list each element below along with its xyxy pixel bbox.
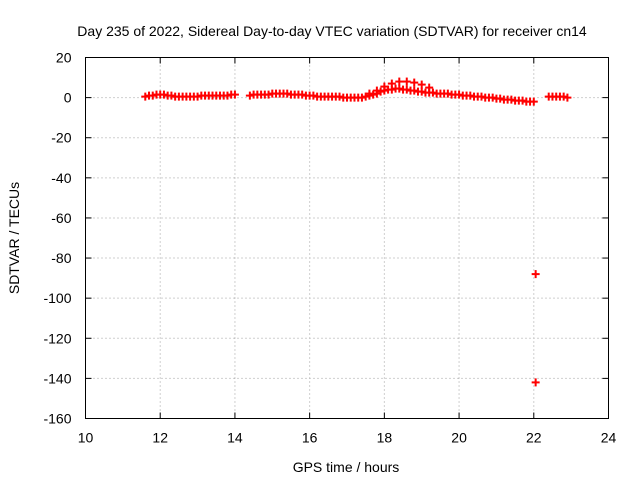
x-tick-label: 22 [526,430,542,446]
data-point [425,83,434,92]
data-point [417,87,426,96]
data-point [167,91,176,100]
y-tick-label: -60 [51,210,71,226]
data-point [417,80,426,89]
x-tick-label: 12 [152,430,168,446]
data-point [518,96,527,105]
data-point [264,90,273,99]
data-point [410,78,419,87]
y-tick-label: -100 [43,290,71,306]
data-point [372,86,381,95]
y-tick-label: -160 [43,411,71,427]
y-tick-label: 20 [56,50,72,66]
data-point [410,86,419,95]
data-point [559,92,568,101]
data-point [455,90,464,99]
data-point [402,77,411,86]
data-point [365,89,374,98]
data-point [141,92,150,101]
data-point [496,94,505,103]
data-point [507,95,516,104]
x-tick-label: 24 [601,430,617,446]
data-point [223,91,232,100]
data-point [395,77,404,86]
y-axis-label: SDTVAR / TECUs [6,182,22,294]
data-point [357,93,366,102]
data-point [531,270,540,279]
data-point [298,90,307,99]
data-point [376,87,385,96]
data-point [488,93,497,102]
x-tick-label: 16 [302,430,318,446]
data-point [283,89,292,98]
data-point [395,84,404,93]
x-tick-label: 20 [451,430,467,446]
data-point [563,93,572,102]
grid [85,57,609,419]
data-point [159,90,168,99]
y-tick-label: 0 [64,90,72,106]
y-tick-label: -20 [51,130,71,146]
data-point [193,92,202,101]
chart-title: Day 235 of 2022, Sidereal Day-to-day VTE… [77,23,587,39]
data-point [380,82,389,91]
data-point [428,88,437,97]
plot-frame [85,57,609,419]
data-point [369,90,378,99]
axis-ticks: 10 12 14 16 18 20 22 24 20 0 -20 -40 -60 -80 -100 -120 -… [43,50,616,446]
x-tick-label: 18 [377,430,393,446]
data-point [335,92,344,101]
x-axis-label: GPS time / hours [293,459,400,475]
data-point [477,92,486,101]
y-tick-label: -80 [51,250,71,266]
data-point [309,91,318,100]
data-point [466,91,475,100]
x-tick-label: 10 [78,430,94,446]
y-tick-label: -120 [43,330,71,346]
y-tick-label: -40 [51,170,71,186]
data-points [141,77,572,387]
y-tick-label: -140 [43,370,71,386]
data-point [148,91,157,100]
data-point [443,89,452,98]
data-point [230,90,239,99]
data-point [387,79,396,88]
data-point [245,91,254,100]
data-point [529,97,538,106]
x-tick-label: 14 [227,430,243,446]
data-point [531,378,540,387]
data-point [402,85,411,94]
